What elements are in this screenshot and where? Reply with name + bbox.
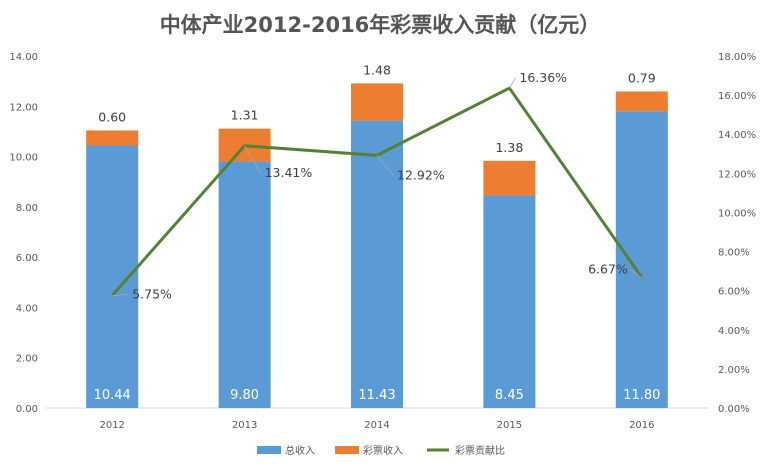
x-tick-label: 2013 [232,420,257,431]
data-label-ratio: 5.75% [132,287,172,302]
bar-total [483,195,536,408]
data-label-leader [376,155,394,176]
bar-lottery [615,91,668,112]
data-label-leader [629,269,643,278]
data-label-ratio: 6.67% [588,262,628,277]
y-left-tick-label: 8.00 [16,203,38,214]
plot-area: 0.00 2.00 4.00 6.00 8.00 10.00 12.00 14.00 0.00%… [9,52,756,431]
y-right-tick-label: 8.00% [718,248,750,259]
data-label-lottery: 1.38 [495,140,523,155]
y-right-tick-label: 14.00% [718,130,756,141]
data-label-total: 8.45 [495,388,524,403]
data-label-total: 10.44 [94,388,131,403]
data-label-ratio: 13.41% [265,165,313,180]
y-left-tick-label: 10.00 [9,153,38,164]
data-label-lottery: 1.31 [231,108,259,123]
x-tick-label: 2015 [497,420,522,431]
x-tick-label: 2016 [629,420,654,431]
data-label-leader [509,77,516,89]
bar-total [615,111,668,409]
y-right-tick-label: 2.00% [718,365,750,376]
data-label-total: 11.43 [358,388,395,403]
data-label-ratio: 16.36% [519,70,567,85]
y-left-tick-label: 14.00 [9,52,38,63]
data-label-leader [112,294,129,296]
y-left-tick-label: 2.00 [16,354,38,365]
bar-total [351,120,403,409]
y-right-tick-label: 0.00% [718,404,750,415]
legend-label: 总收入 [285,444,315,457]
y-right-tick-label: 12.00% [718,169,756,180]
legend-label: 彩票收入 [363,444,403,457]
y-right-tick-label: 6.00% [718,287,750,298]
data-label-leader [244,145,261,173]
y-left-tick-label: 0.00 [16,404,38,415]
bar-lottery [483,160,536,196]
y-right-tick-label: 10.00% [718,208,756,219]
y-left-tick-label: 6.00 [16,253,38,264]
legend-label: 彩票贡献比 [455,444,505,457]
y-right-tick-label: 18.00% [718,52,756,63]
y-left-tick-label: 4.00 [16,303,38,314]
bar-lottery [86,130,139,146]
legend-swatch [257,446,281,454]
x-tick-label: 2012 [99,420,124,431]
data-label-lottery: 0.60 [98,109,126,124]
y-right-tick-label: 16.00% [718,91,756,102]
chart-title: 中体产业2012-2016年彩票收入贡献（亿元） [160,13,601,37]
bar-total [218,161,271,408]
bar-lottery [351,83,403,121]
y-left-tick-label: 12.00 [9,102,38,113]
legend: 总收入 彩票收入 彩票贡献比 [257,444,505,457]
data-label-total: 9.80 [230,388,259,403]
data-label-lottery: 0.79 [628,70,656,85]
data-label-total: 11.80 [623,388,660,403]
data-label-ratio: 12.92% [397,167,445,182]
data-label-lottery: 1.48 [363,62,391,77]
y-right-tick-label: 4.00% [718,326,750,337]
legend-swatch [335,446,359,454]
x-tick-label: 2014 [364,420,389,431]
